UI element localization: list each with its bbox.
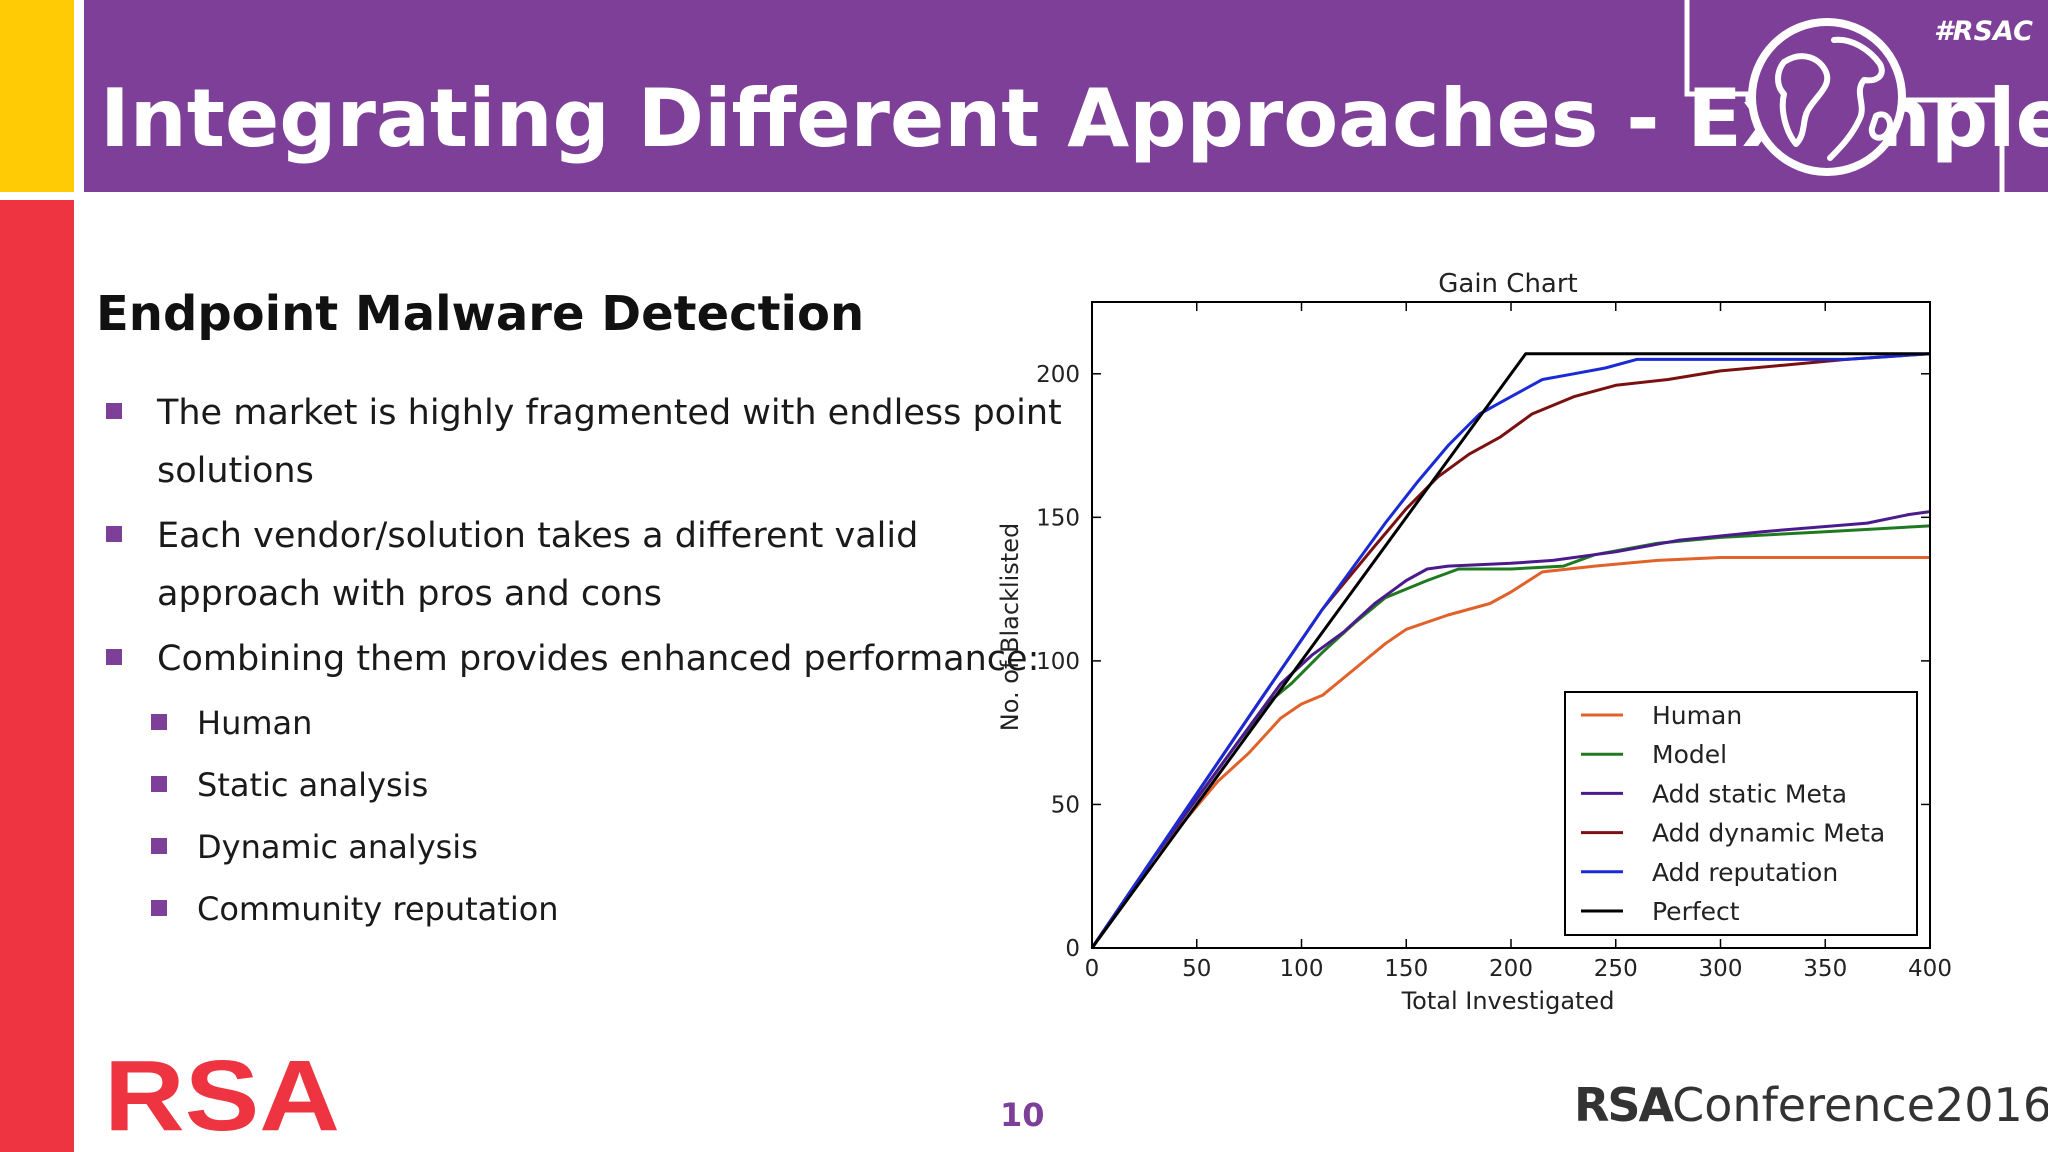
y-tick-label: 0 xyxy=(1065,936,1080,962)
y-tick-label: 50 xyxy=(1051,792,1080,818)
x-tick-label: 150 xyxy=(1384,956,1428,982)
globe-icon xyxy=(1684,0,2005,192)
series-line-human xyxy=(1090,556,1930,949)
accent-stripe-red xyxy=(0,200,74,1152)
bullet-marker xyxy=(106,526,122,542)
x-tick-label: 0 xyxy=(1085,956,1100,982)
rsa-conference-logo: RSAConference2016 xyxy=(1574,1078,2048,1132)
x-tick-label: 400 xyxy=(1908,956,1952,982)
x-tick-label: 50 xyxy=(1182,956,1211,982)
plot-area xyxy=(1091,301,1931,949)
y-tick-label: 150 xyxy=(1036,505,1080,531)
legend-label: Model xyxy=(1652,740,1727,769)
bullet-text: The market is highly fragmented with end… xyxy=(157,393,1062,433)
x-tick-label: 350 xyxy=(1803,956,1847,982)
bullet-text: solutions xyxy=(157,451,314,491)
x-tick-label: 200 xyxy=(1489,956,1533,982)
chart-title: Gain Chart xyxy=(1438,269,1578,299)
legend-label: Add reputation xyxy=(1652,858,1838,887)
series-line-add-reputation xyxy=(1090,352,1931,949)
section-heading: Endpoint Malware Detection xyxy=(96,286,865,342)
bullet-text: Combining them provides enhanced perform… xyxy=(157,639,1040,679)
sub-bullet-marker xyxy=(151,714,167,730)
y-tick-label: 100 xyxy=(1036,649,1080,675)
sub-bullet-text: Static analysis xyxy=(197,766,429,804)
bullet-marker xyxy=(106,649,122,665)
sub-bullet-text: Dynamic analysis xyxy=(197,828,478,866)
series-line-add-static-meta xyxy=(1090,510,1931,949)
series-line-perfect xyxy=(1090,352,1930,949)
accent-stripe-yellow xyxy=(0,0,74,192)
sub-bullet-text: Community reputation xyxy=(197,890,559,928)
svg-text:RSA: RSA xyxy=(104,1050,340,1138)
legend-box xyxy=(1564,691,1918,936)
x-axis-label: Total Investigated xyxy=(1401,987,1615,1015)
page-number: 10 xyxy=(1000,1096,1045,1134)
legend-label: Perfect xyxy=(1652,897,1740,926)
conference-logo-text: Conference2016 xyxy=(1672,1078,2048,1132)
slide-title: Integrating Different Approaches - Examp… xyxy=(100,72,2048,165)
conference-logo-brand: RSA xyxy=(1574,1078,1674,1132)
y-axis-label: No. of Blacklisted xyxy=(996,523,1024,731)
sub-bullet-marker xyxy=(151,838,167,854)
x-tick-label: 100 xyxy=(1280,956,1324,982)
sub-bullet-marker xyxy=(151,776,167,792)
y-tick-label: 200 xyxy=(1036,362,1080,388)
sub-bullet-text: Human xyxy=(197,704,313,742)
x-tick-label: 250 xyxy=(1594,956,1638,982)
x-tick-label: 300 xyxy=(1699,956,1743,982)
legend-label: Add static Meta xyxy=(1652,779,1847,808)
gain-chart: Gain Chart Total Investigated No. of Bla… xyxy=(996,269,1952,1015)
sub-bullet-marker xyxy=(151,900,167,916)
legend-label: Add dynamic Meta xyxy=(1652,819,1885,848)
hashtag-label: #RSAC xyxy=(1934,16,2033,47)
rsa-logo: RSA xyxy=(104,1050,340,1138)
legend-label: Human xyxy=(1652,701,1742,730)
chart-legend: Human Model Add static Meta Add dynamic Met… xyxy=(1564,691,1918,936)
bullet-text: approach with pros and cons xyxy=(157,574,662,614)
bullet-marker xyxy=(106,403,122,419)
bullet-text: Each vendor/solution takes a different v… xyxy=(157,516,919,556)
